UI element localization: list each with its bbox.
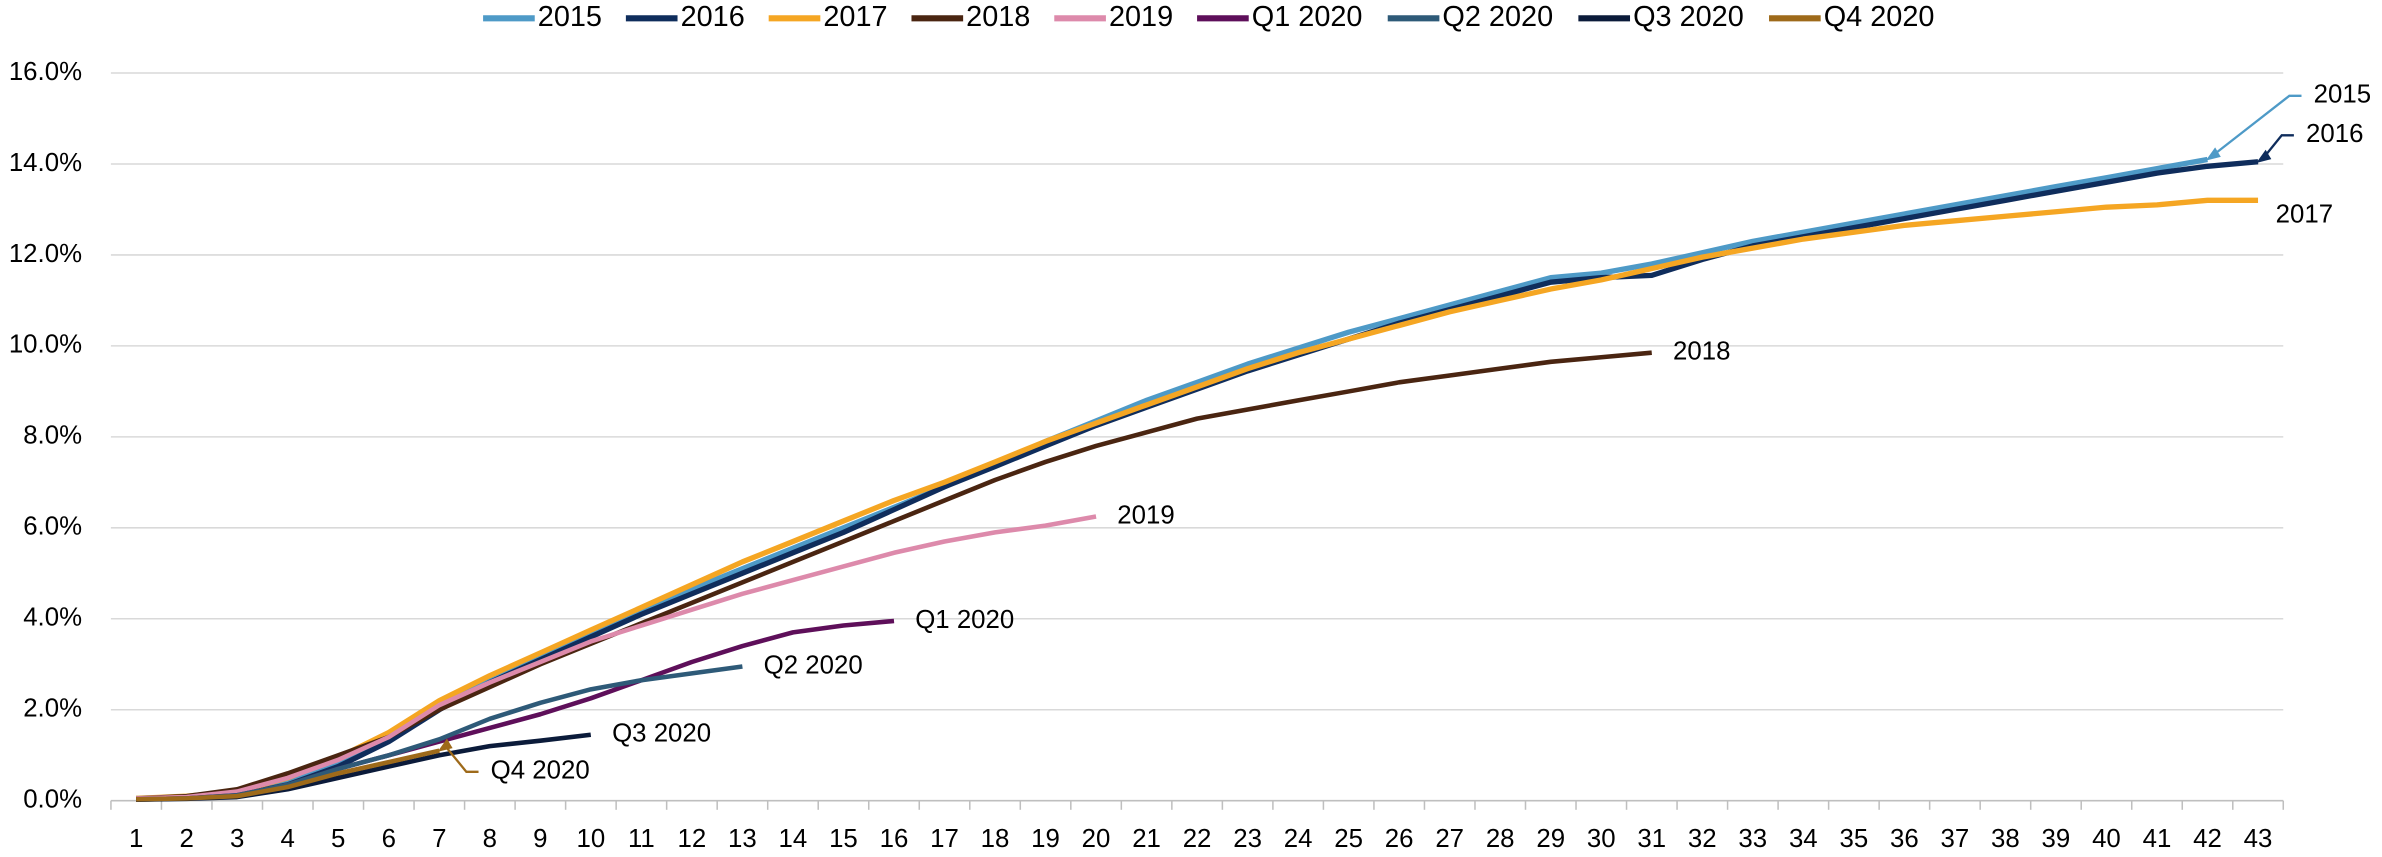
x-tick-label: 14 xyxy=(779,825,808,853)
x-tick-label: 20 xyxy=(1082,825,1111,853)
x-tick-label: 38 xyxy=(1991,825,2020,853)
x-tick-label: 42 xyxy=(2193,825,2222,853)
legend-label: Q1 2020 xyxy=(1252,1,1363,33)
legend-label: Q3 2020 xyxy=(1633,1,1744,33)
legend: 2015 2016 2017 2018 2019 Q1 2020 Q2 2020 Q3 202… xyxy=(483,1,1934,33)
x-tick-label: 25 xyxy=(1334,825,1363,853)
x-tick-label: 1 xyxy=(129,825,143,853)
end-label: Q3 2020 xyxy=(612,720,711,748)
x-tick-label: 26 xyxy=(1385,825,1414,853)
y-tick-label: 14.0% xyxy=(9,149,82,177)
x-tick-label: 35 xyxy=(1839,825,1868,853)
y-tick-label: 12.0% xyxy=(9,240,82,268)
legend-label: Q2 2020 xyxy=(1442,1,1553,33)
end-label: Q2 2020 xyxy=(764,651,863,679)
x-tick-label: 29 xyxy=(1536,825,1565,853)
x-tick-label: 19 xyxy=(1031,825,1060,853)
y-tick-label: 0.0% xyxy=(23,786,82,814)
x-tick-label: 37 xyxy=(1941,825,1970,853)
end-label: 2016 xyxy=(2306,120,2363,148)
end-label: Q1 2020 xyxy=(915,606,1014,634)
x-tick-label: 13 xyxy=(728,825,757,853)
y-tick-label: 10.0% xyxy=(9,331,82,359)
y-tick-label: 4.0% xyxy=(23,604,82,632)
callout-arrow xyxy=(2205,147,2221,161)
end-label: 2018 xyxy=(1673,338,1730,366)
x-tick-label: 4 xyxy=(281,825,295,853)
x-tick-label: 23 xyxy=(1233,825,1262,853)
series-line xyxy=(135,197,2259,802)
x-tick-label: 8 xyxy=(483,825,497,853)
x-tick-label: 43 xyxy=(2244,825,2273,853)
x-tick-label: 5 xyxy=(331,825,345,853)
x-tick-label: 21 xyxy=(1132,825,1161,853)
callout-arrow xyxy=(2256,149,2272,163)
x-tick-label: 24 xyxy=(1284,825,1313,853)
x-tick-label: 6 xyxy=(382,825,396,853)
x-tick-label: 17 xyxy=(930,825,959,853)
end-label: 2015 xyxy=(2314,81,2371,109)
x-tick-label: 36 xyxy=(1890,825,1919,853)
x-tick-label: 28 xyxy=(1486,825,1515,853)
y-tick-label: 16.0% xyxy=(9,58,82,86)
y-tick-label: 6.0% xyxy=(23,513,82,541)
legend-label: 2015 xyxy=(538,1,602,33)
callout-line xyxy=(2212,94,2302,156)
end-label: 2017 xyxy=(2276,201,2333,229)
series-line xyxy=(136,514,1097,801)
x-tick-label: 30 xyxy=(1587,825,1616,853)
end-label: 2019 xyxy=(1117,501,1174,529)
end-label: Q4 2020 xyxy=(491,757,590,785)
x-tick-label: 9 xyxy=(533,825,547,853)
x-tick-label: 12 xyxy=(678,825,707,853)
x-tick-label: 3 xyxy=(230,825,244,853)
x-tick-label: 27 xyxy=(1435,825,1464,853)
legend-label: 2016 xyxy=(681,1,745,33)
x-tick-label: 15 xyxy=(829,825,858,853)
x-tick-label: 18 xyxy=(981,825,1010,853)
x-tick-label: 34 xyxy=(1789,825,1818,853)
callout-line xyxy=(2263,134,2294,158)
x-tick-label: 32 xyxy=(1688,825,1717,853)
legend-label: Q4 2020 xyxy=(1824,1,1935,33)
callout-line xyxy=(444,745,479,773)
x-tick-label: 40 xyxy=(2092,825,2121,853)
x-tick-label: 41 xyxy=(2143,825,2172,853)
y-tick-label: 2.0% xyxy=(23,695,82,723)
legend-label: 2018 xyxy=(966,1,1030,33)
x-tick-label: 7 xyxy=(432,825,446,853)
series-line xyxy=(136,350,1652,801)
x-tick-label: 31 xyxy=(1637,825,1666,853)
x-tick-label: 16 xyxy=(880,825,909,853)
callout-arrow xyxy=(437,738,453,752)
x-tick-label: 22 xyxy=(1183,825,1212,853)
x-tick-label: 2 xyxy=(179,825,193,853)
x-tick-label: 33 xyxy=(1738,825,1767,853)
x-tick-label: 39 xyxy=(2042,825,2071,853)
y-tick-label: 8.0% xyxy=(23,422,82,450)
series-line xyxy=(136,748,440,802)
legend-label: 2019 xyxy=(1109,1,1173,33)
legend-label: 2017 xyxy=(823,1,887,33)
x-tick-label: 11 xyxy=(628,825,655,853)
x-tick-label: 10 xyxy=(576,825,605,853)
